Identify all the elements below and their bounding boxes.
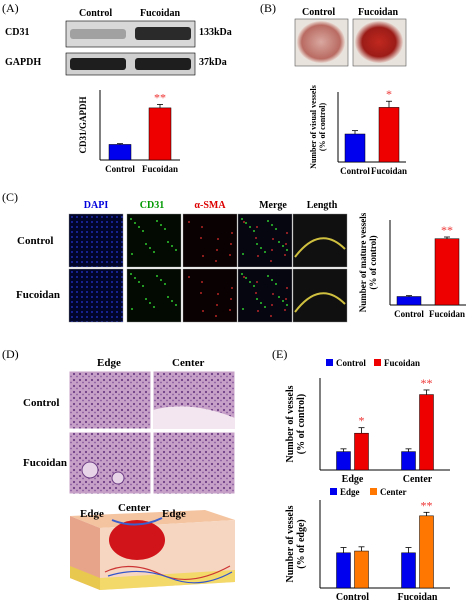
chart-a-ylabel: CD31/GAPDH [78, 97, 88, 154]
panel-label-d: (D) [2, 347, 19, 361]
diagram-label-edge-left: Edge [80, 508, 104, 520]
chart-e-top: Edge * Center ** Number of vessels (% of cont… [285, 358, 450, 485]
diagram-label-edge-right: Edge [162, 508, 186, 520]
row-label-fucoidan-c: Fucoidan [16, 289, 60, 301]
chart-e-bottom: Control Fucoidan ** Number of vessels (% of … [285, 487, 450, 603]
chart-a: Control ** Fucoidan CD31/GAPDH [78, 90, 180, 174]
chart-b-significance: * [386, 87, 392, 101]
column-header-c: α-SMA [194, 200, 226, 211]
lane-label-control: Control [79, 8, 112, 19]
column-header-c: DAPI [84, 200, 109, 211]
col-label-edge-d: Edge [97, 357, 121, 369]
photo-label-control: Control [302, 7, 335, 18]
lane-label-fucoidan: Fucoidan [140, 8, 180, 19]
chart-e-top-ylabel: (% of control) [296, 394, 307, 454]
western-blot-image [65, 20, 196, 76]
column-header-c: Merge [259, 200, 287, 211]
column-header-c: Length [307, 200, 338, 211]
legend-entry: Edge [340, 487, 360, 497]
chart-e-bottom-category-label: Fucoidan [397, 592, 437, 603]
chart-c-ylabel: (% of control) [368, 235, 378, 289]
row-label-fucoidan-d: Fucoidan [23, 457, 67, 469]
chart-b-ylabel: Number of visual vessels [309, 85, 318, 169]
chart-e-top-category-label: Edge [342, 474, 364, 485]
legend-entry: Control [336, 358, 366, 368]
chart-e-top-bar [401, 451, 416, 471]
chart-c-category-label: Fucoidan [429, 309, 465, 319]
chart-e-bottom-bar [401, 552, 416, 589]
chart-a-category-label: Fucoidan [142, 164, 178, 174]
wound-photo-control [294, 18, 349, 67]
row-label-control-c: Control [17, 235, 53, 247]
blot-size-gapdh: 37kDa [199, 57, 227, 68]
panel-label-e: (E) [272, 347, 287, 361]
chart-c-category-label: Control [394, 309, 424, 319]
blot-size-cd31: 133kDa [199, 27, 232, 38]
panel-c-column-headers: DAPI CD31 α-SMA Merge Length [84, 200, 338, 211]
chart-a-category-label: Control [105, 164, 135, 174]
column-header-c: CD31 [140, 200, 164, 211]
chart-e-bottom-bar [354, 550, 369, 589]
histology-images [68, 370, 236, 495]
chart-a-bar [148, 107, 172, 161]
chart-e-bottom-category-label: Control [336, 592, 369, 603]
chart-c-ylabel: Number of mature vessels [358, 212, 368, 312]
chart-e-bottom-ylabel: (% of edge) [296, 519, 307, 568]
legend-entry: Fucoidan [384, 358, 420, 368]
legend-swatch [374, 359, 381, 366]
chart-b-category-label: Fucoidan [371, 166, 407, 176]
panel-label-c: (C) [2, 190, 18, 204]
legend-swatch [370, 488, 377, 495]
chart-b-bar [378, 107, 400, 163]
panel-label-a: (A) [2, 1, 19, 15]
chart-e-top-bar [336, 451, 351, 471]
chart-a-significance: ** [154, 90, 166, 104]
row-label-control-d: Control [23, 397, 59, 409]
chart-e-top-category-label: Center [403, 474, 433, 485]
chart-e-bottom-bar [336, 552, 351, 589]
diagram-label-center: Center [118, 502, 150, 514]
legend-swatch [330, 488, 337, 495]
chart-c-bar [396, 296, 422, 306]
legend-swatch [326, 359, 333, 366]
col-label-center-d: Center [172, 357, 204, 369]
blot-row-cd31: CD31 [5, 27, 29, 38]
chart-b-bar [344, 133, 366, 163]
chart-e-bottom-ylabel: Number of vessels [285, 505, 296, 582]
chart-c: Control ** Fucoidan Number of mature vessel… [358, 212, 466, 319]
panel-label-b: (B) [260, 1, 276, 15]
chart-e-top-bar [354, 432, 369, 471]
chart-e-bottom-significance: ** [421, 498, 433, 512]
fluorescence-images [68, 213, 348, 323]
legend-entry: Center [380, 487, 407, 497]
photo-label-fucoidan: Fucoidan [358, 7, 398, 18]
chart-b-category-label: Control [340, 166, 370, 176]
chart-c-bar [434, 238, 460, 306]
wound-diagram [70, 510, 235, 590]
chart-e-top-ylabel: Number of vessels [285, 385, 296, 462]
chart-e-top-significance: ** [421, 376, 433, 390]
chart-e-bottom-bar [419, 515, 434, 589]
chart-a-bar [108, 144, 132, 161]
chart-b: Control * Fucoidan Number of visual vessels… [309, 85, 407, 176]
wound-photo-fucoidan [352, 18, 407, 67]
chart-e-top-bar [419, 394, 434, 471]
chart-e-top-significance: * [359, 414, 365, 428]
chart-c-significance: ** [441, 223, 453, 237]
blot-row-gapdh: GAPDH [5, 57, 41, 68]
chart-b-ylabel: (% of control) [318, 103, 327, 152]
